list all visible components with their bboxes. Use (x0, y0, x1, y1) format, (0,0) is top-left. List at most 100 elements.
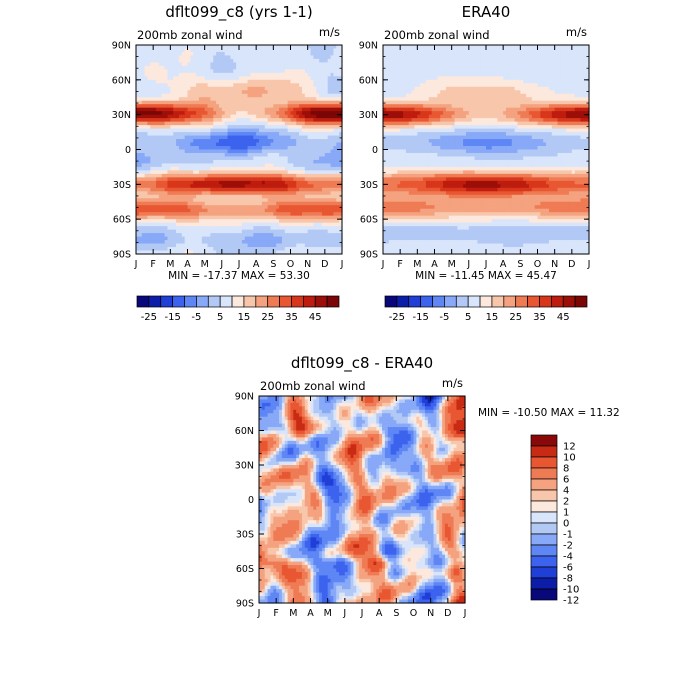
heatmap-cell (296, 58, 300, 64)
heatmap-cell (284, 170, 289, 175)
heatmap-cell (184, 152, 189, 158)
heatmap-cell (233, 159, 237, 165)
heatmap-cell (540, 45, 544, 50)
heatmap-cell (176, 93, 180, 98)
heatmap-cell (147, 48, 151, 53)
heatmap-cell (293, 212, 297, 217)
heatmap-cell (299, 146, 303, 151)
heatmap-cell (187, 149, 191, 154)
heatmap-cell (259, 247, 263, 252)
heatmap-cell (400, 69, 404, 74)
heatmap-cell (216, 142, 220, 147)
heatmap-cell (313, 222, 317, 227)
heatmap-cell (204, 180, 209, 185)
heatmap-cell (178, 170, 183, 175)
heatmap-cell (270, 156, 274, 161)
heatmap-cell (167, 132, 171, 137)
heatmap-cell (431, 65, 436, 70)
heatmap-cell (178, 247, 183, 252)
heatmap-cell (411, 51, 416, 57)
heatmap-cell (141, 142, 146, 147)
heatmap-cell (221, 243, 226, 248)
heatmap-cell (241, 240, 246, 245)
heatmap-cell (141, 187, 146, 192)
heatmap-cell (261, 128, 266, 133)
heatmap-cell (244, 51, 249, 57)
heatmap-cell (230, 180, 234, 185)
heatmap-cell (178, 114, 183, 119)
heatmap-cell (239, 86, 243, 91)
heatmap-cell (267, 166, 272, 171)
heatmap-cell (176, 156, 180, 161)
heatmap-cell (164, 107, 169, 112)
heatmap-cell (321, 121, 326, 126)
heatmap-cell (388, 69, 393, 74)
heatmap-cell (204, 205, 209, 210)
heatmap-cell (244, 226, 249, 231)
heatmap-cell (304, 240, 309, 245)
heatmap-cell (267, 104, 272, 109)
heatmap-cell (339, 76, 343, 81)
heatmap-cell (153, 194, 157, 199)
heatmap-cell (321, 159, 326, 165)
heatmap-cell (227, 93, 232, 98)
heatmap-cell (273, 100, 277, 105)
heatmap-cell (400, 45, 404, 50)
heatmap-cell (276, 100, 280, 105)
heatmap-cell (164, 240, 169, 245)
heatmap-cell (158, 97, 163, 102)
heatmap-cell (201, 250, 206, 255)
heatmap-cell (324, 236, 329, 241)
heatmap-cell (221, 48, 226, 53)
heatmap-cell (176, 170, 180, 175)
heatmap-cell (247, 58, 252, 64)
heatmap-cell (273, 243, 277, 248)
heatmap-cell (244, 233, 249, 238)
heatmap-cell (321, 156, 326, 161)
heatmap-cell (241, 97, 246, 102)
heatmap-cell (463, 51, 467, 57)
heatmap-cell (221, 173, 226, 178)
heatmap-cell (241, 219, 246, 224)
heatmap-cell (181, 219, 186, 224)
heatmap-cell (319, 69, 323, 74)
heatmap-cell (173, 139, 177, 144)
heatmap-cell (296, 55, 300, 60)
heatmap-cell (508, 55, 513, 60)
heatmap-cell (431, 62, 436, 67)
heatmap-cell (388, 55, 393, 60)
heatmap-cell (270, 132, 274, 137)
heatmap-cell (287, 76, 292, 81)
heatmap-cell (239, 83, 243, 88)
heatmap-cell (327, 111, 332, 116)
heatmap-cell (259, 93, 263, 98)
heatmap-cell (241, 159, 246, 165)
heatmap-cell (313, 191, 317, 196)
heatmap-cell (144, 173, 149, 178)
heatmap-cell (164, 45, 169, 50)
heatmap-cell (327, 205, 332, 210)
heatmap-cell (247, 139, 252, 144)
heatmap-cell (259, 177, 263, 182)
heatmap-cell (221, 191, 226, 196)
heatmap-cell (156, 198, 160, 203)
heatmap-cell (161, 173, 166, 178)
heatmap-cell (420, 62, 424, 67)
heatmap-cell (319, 219, 323, 224)
heatmap-cell (290, 76, 294, 81)
heatmap-cell (319, 215, 323, 220)
heatmap-cell (173, 194, 177, 199)
heatmap-cell (244, 93, 249, 98)
heatmap-cell (136, 139, 140, 144)
heatmap-cell (293, 184, 297, 189)
heatmap-cell (196, 159, 200, 165)
heatmap-cell (324, 114, 329, 119)
heatmap-cell (204, 128, 209, 133)
heatmap-cell (287, 135, 292, 140)
heatmap-cell (316, 250, 320, 255)
heatmap-cell (250, 107, 254, 112)
heatmap-cell (250, 191, 254, 196)
heatmap-cell (147, 149, 151, 154)
heatmap-cell (313, 79, 317, 84)
heatmap-cell (253, 215, 257, 220)
